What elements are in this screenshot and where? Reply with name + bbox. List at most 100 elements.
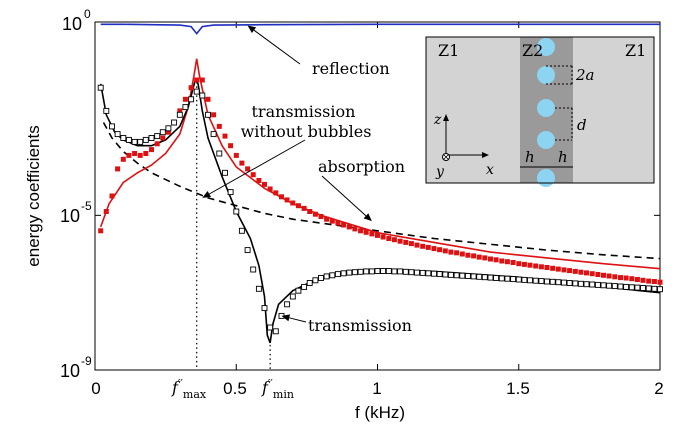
- annotation-arrow: [253, 29, 301, 65]
- data-point: [233, 208, 240, 215]
- data-point: [103, 107, 110, 114]
- data-point: [549, 278, 556, 285]
- data-point: [471, 253, 477, 259]
- data-point: [527, 262, 533, 268]
- data-point: [618, 275, 623, 281]
- data-point: [245, 166, 251, 172]
- x-tick-2: 2: [654, 379, 663, 398]
- y-tick-label: 10: [60, 206, 80, 226]
- data-point: [645, 285, 652, 292]
- data-point: [273, 190, 279, 196]
- data-point: [419, 269, 426, 276]
- data-point: [228, 143, 234, 149]
- data-point: [391, 268, 398, 275]
- data-point: [295, 287, 302, 294]
- inset-dim-d: d: [577, 116, 587, 134]
- inset-bubble: [537, 99, 555, 117]
- data-point: [550, 265, 556, 271]
- data-point: [109, 193, 115, 199]
- data-point: [159, 129, 166, 136]
- data-point: [583, 281, 590, 288]
- data-point: [329, 272, 336, 279]
- data-point: [414, 269, 420, 276]
- data-point: [584, 270, 589, 276]
- data-point: [454, 250, 460, 256]
- data-point: [634, 277, 640, 282]
- annotation-absorption: absorption: [318, 157, 405, 176]
- data-point: [465, 252, 471, 258]
- data-point: [464, 273, 471, 279]
- data-point: [510, 276, 517, 283]
- data-point: [334, 271, 341, 278]
- data-point: [284, 197, 290, 203]
- data-point: [629, 276, 635, 282]
- data-point: [369, 231, 375, 237]
- data-point: [98, 228, 104, 234]
- data-point: [651, 285, 658, 292]
- x-tick-0: 0: [91, 379, 100, 398]
- data-point: [262, 181, 267, 187]
- data-point: [504, 259, 510, 265]
- data-point: [363, 229, 369, 235]
- data-point: [193, 88, 200, 95]
- data-point: [386, 236, 392, 241]
- fmax-label: f′′max: [171, 377, 207, 401]
- annotation-arrow: [209, 139, 306, 195]
- data-point: [566, 280, 573, 286]
- data-point: [188, 85, 194, 91]
- data-point: [165, 129, 171, 135]
- data-point: [267, 324, 274, 331]
- data-point: [459, 251, 465, 257]
- data-point: [222, 169, 228, 176]
- data-point: [640, 285, 646, 291]
- data-point: [397, 268, 404, 275]
- data-point: [97, 84, 104, 91]
- data-point: [250, 172, 256, 178]
- data-point: [493, 257, 499, 263]
- data-point: [239, 160, 245, 166]
- data-point: [589, 271, 595, 277]
- data-point: [402, 268, 409, 275]
- data-point: [357, 268, 364, 275]
- inset-bubble: [537, 38, 555, 56]
- data-point: [595, 272, 601, 277]
- data-point: [335, 220, 341, 226]
- inset-bubble: [537, 169, 555, 187]
- data-point: [617, 283, 624, 290]
- series-line: [102, 122, 661, 260]
- data-point: [115, 166, 121, 172]
- data-point: [125, 136, 132, 143]
- data-point: [516, 261, 522, 267]
- data-point: [114, 131, 121, 138]
- annotation-arrow: [289, 317, 307, 323]
- inset-label-z1-right: Z1: [625, 41, 646, 60]
- arrowhead-icon: [202, 191, 211, 198]
- data-point: [572, 280, 579, 287]
- data-point: [380, 268, 387, 274]
- data-point: [171, 119, 178, 126]
- data-point: [453, 272, 460, 279]
- data-point: [194, 77, 200, 83]
- data-point: [233, 152, 239, 158]
- data-point: [143, 151, 149, 156]
- data-point: [532, 277, 539, 284]
- annotation-transmission: transmission: [308, 316, 412, 335]
- data-point: [611, 283, 618, 290]
- data-point: [346, 224, 352, 230]
- data-point: [351, 269, 358, 276]
- data-point: [488, 256, 493, 262]
- arrowhead-icon: [247, 25, 257, 33]
- data-point: [403, 239, 409, 245]
- data-point: [301, 205, 307, 211]
- inset-dim-h-left: h: [525, 148, 535, 166]
- data-point: [323, 273, 330, 280]
- data-point: [555, 266, 561, 272]
- data-point: [515, 276, 522, 283]
- data-point: [408, 269, 415, 276]
- data-point: [442, 248, 448, 254]
- data-point: [148, 135, 155, 141]
- data-point: [385, 268, 392, 274]
- data-point: [600, 282, 607, 289]
- data-point: [346, 269, 353, 276]
- annotation-reflection: reflection: [312, 59, 390, 78]
